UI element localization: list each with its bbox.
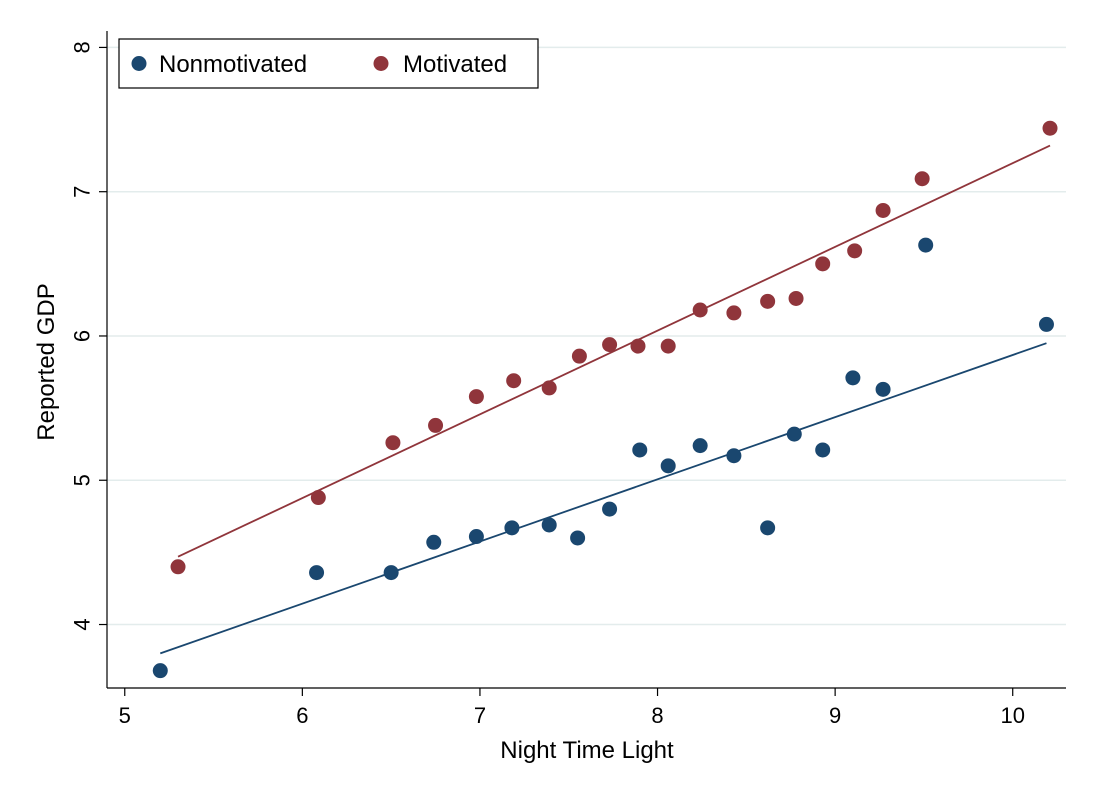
point-motivated-11 — [692, 302, 708, 318]
legend-box — [118, 38, 539, 89]
point-nonmotivated-13 — [760, 520, 776, 536]
y-tick-label-4: 4 — [70, 618, 95, 630]
point-nonmotivated-15 — [815, 442, 831, 458]
fit-lines-layer — [159, 144, 1051, 655]
point-motivated-9 — [630, 338, 646, 354]
point-nonmotivated-16 — [845, 370, 861, 386]
point-motivated-17 — [875, 202, 891, 218]
y-tick-label-5: 5 — [70, 474, 95, 486]
y-tick-label-7: 7 — [70, 186, 95, 198]
point-motivated-13 — [760, 293, 776, 309]
point-nonmotivated-3 — [426, 534, 442, 550]
legend-marker-nonmotivated — [131, 56, 147, 71]
axes-layer: 4 5 6 7 8 5 6 7 8 9 10 — [70, 31, 1066, 728]
point-nonmotivated-19 — [1038, 316, 1054, 332]
legend-label-motivated: Motivated — [403, 51, 507, 78]
point-nonmotivated-7 — [570, 530, 586, 546]
point-motivated-10 — [660, 338, 676, 354]
legend-marker-motivated — [373, 56, 389, 71]
point-nonmotivated-14 — [786, 426, 802, 442]
point-nonmotivated-18 — [918, 237, 934, 253]
point-motivated-4 — [468, 389, 484, 405]
y-tick-label-6: 6 — [70, 330, 95, 342]
x-axis-title: Night Time Light — [500, 737, 674, 764]
point-motivated-18 — [914, 171, 930, 187]
x-tick-label-7: 7 — [474, 703, 486, 728]
fit-line-motivated — [177, 144, 1051, 558]
point-nonmotivated-0 — [152, 663, 168, 679]
y-axis-title: Reported GDP — [33, 283, 60, 440]
point-motivated-16 — [847, 243, 863, 259]
y-tick-label-8: 8 — [70, 41, 95, 53]
point-motivated-19 — [1042, 120, 1058, 136]
point-motivated-1 — [310, 490, 326, 506]
x-tick-label-9: 9 — [829, 703, 841, 728]
point-motivated-2 — [385, 435, 401, 451]
point-motivated-12 — [726, 305, 742, 321]
point-nonmotivated-6 — [541, 517, 557, 533]
point-motivated-3 — [428, 417, 444, 433]
point-nonmotivated-2 — [383, 565, 399, 581]
point-nonmotivated-9 — [632, 442, 648, 458]
point-nonmotivated-12 — [726, 448, 742, 464]
x-tick-label-8: 8 — [651, 703, 663, 728]
x-tick-label-10: 10 — [1000, 703, 1024, 728]
points-layer — [152, 120, 1058, 679]
point-motivated-7 — [571, 348, 587, 364]
x-tick-label-6: 6 — [296, 703, 308, 728]
point-motivated-14 — [788, 290, 804, 306]
point-nonmotivated-4 — [468, 529, 484, 545]
point-nonmotivated-5 — [504, 520, 520, 536]
fit-line-nonmotivated — [159, 342, 1047, 655]
point-nonmotivated-8 — [602, 501, 618, 517]
legend: Nonmotivated Motivated — [118, 38, 539, 89]
point-motivated-8 — [602, 337, 618, 353]
point-nonmotivated-10 — [660, 458, 676, 474]
point-motivated-15 — [815, 256, 831, 272]
point-motivated-0 — [170, 559, 186, 575]
point-nonmotivated-17 — [875, 381, 891, 397]
point-nonmotivated-1 — [309, 565, 325, 581]
point-motivated-5 — [506, 373, 522, 389]
point-nonmotivated-11 — [692, 438, 708, 454]
point-motivated-6 — [541, 380, 557, 396]
legend-label-nonmotivated: Nonmotivated — [159, 51, 307, 78]
x-tick-label-5: 5 — [119, 703, 131, 728]
